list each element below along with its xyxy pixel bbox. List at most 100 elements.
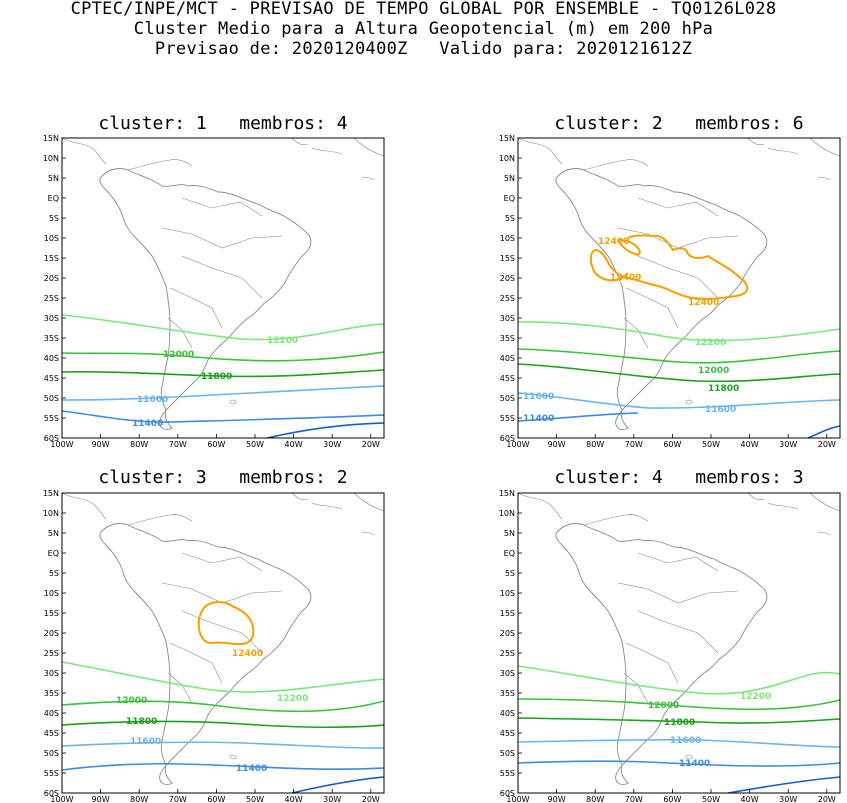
lat-label: 35S [44, 334, 59, 343]
lon-label: 20W [818, 440, 836, 449]
lat-label: 40S [44, 709, 59, 718]
lat-label: 15S [44, 609, 59, 618]
border-line [583, 514, 649, 526]
border-line [623, 317, 649, 349]
contour-label: 11600 [670, 736, 701, 746]
border-line [353, 137, 385, 157]
panel-1-title: cluster: 1 membros: 4 [98, 113, 348, 134]
lat-label: 30S [44, 669, 59, 678]
border-line [817, 531, 831, 536]
lat-label: 15N [499, 134, 515, 143]
lat-label: 5S [505, 569, 515, 578]
border-line [169, 287, 223, 329]
lon-label: 70W [169, 440, 187, 449]
lon-label: 100W [50, 440, 73, 449]
lat-label: 5S [49, 569, 59, 578]
lon-label: 20W [362, 795, 380, 803]
contour-label: 11600 [130, 737, 161, 747]
map-svg-1: 12200 12000 11800 11600 11400 15N 10N 5N EQ… [43, 134, 385, 449]
border-line [161, 227, 283, 249]
header-dates: Previsao de: 2020120400Z Valido para: 20… [154, 39, 693, 59]
contour-12200 [517, 665, 841, 695]
panel-4-title: cluster: 4 membros: 3 [554, 467, 804, 488]
contour-11800 [61, 720, 385, 728]
axes: 15N 10N 5N EQ 5S 10S 15S 20S 25S 30S 35S 40S 45S 50S 5… [43, 489, 385, 803]
coastline [99, 168, 312, 431]
lat-label: 15N [499, 489, 515, 498]
lon-label: 60W [663, 795, 681, 803]
lat-label: 5N [504, 529, 515, 538]
map-panel-1: 12200 12000 11800 11600 11400 15N 10N 5N EQ… [43, 134, 385, 449]
lat-label: 5N [48, 174, 59, 183]
lat-label: 40S [500, 709, 515, 718]
contour-12000 [517, 348, 841, 364]
lat-label: 5N [504, 174, 515, 183]
contour-label: 11400 [132, 419, 163, 429]
lon-label: 20W [362, 440, 380, 449]
lat-label: 10N [499, 154, 515, 163]
border-line [809, 137, 841, 157]
axes: 15N 10N 5N EQ 5S 10S 15S 20S 25S 30S 35S 40S 45S 50S 5… [499, 489, 841, 803]
border-line [767, 147, 799, 155]
border-line [291, 492, 309, 501]
lon-label: 90W [548, 440, 566, 449]
border-line [181, 552, 263, 572]
contour-label: 12000 [698, 366, 729, 376]
lat-label: 10N [43, 154, 59, 163]
contour-12000 [61, 351, 385, 362]
lat-label: 20S [500, 629, 515, 638]
lat-label: 15S [44, 254, 59, 263]
lon-label: 30W [323, 440, 341, 449]
border-line [61, 137, 107, 165]
contour-label: 12200 [267, 336, 298, 346]
header-title: CPTEC/INPE/MCT - PREVISAO DE TEMPO GLOBA… [70, 0, 777, 19]
border-line [353, 492, 385, 512]
lat-label: 5S [505, 214, 515, 223]
contour-11800 [61, 369, 385, 378]
lon-label: 20W [818, 795, 836, 803]
border-line [311, 147, 343, 155]
border-line [817, 176, 831, 181]
border-line [623, 672, 649, 704]
lat-label: EQ [48, 194, 59, 203]
lat-label: 35S [500, 689, 515, 698]
map-panel-2: 12400 12400 12400 12200 12000 11800 1160… [499, 134, 841, 449]
continent-outline [61, 492, 385, 786]
lon-label: 80W [130, 440, 148, 449]
contour-11400 [61, 410, 385, 423]
border-line [747, 492, 765, 501]
lon-label: 30W [779, 795, 797, 803]
lat-label: 15S [500, 254, 515, 263]
lat-label: 25S [44, 294, 59, 303]
lat-label: 45S [500, 374, 515, 383]
contour-label: 12200 [695, 338, 726, 348]
border-line [61, 492, 107, 520]
coastline [555, 523, 768, 786]
contour-label: 12200 [277, 694, 308, 704]
border-line [617, 582, 739, 604]
panel-3-title: cluster: 3 membros: 2 [98, 467, 348, 488]
contour-label: 12400 [610, 273, 641, 283]
contour-label: 12400 [232, 649, 263, 659]
contour-label: 11800 [664, 718, 695, 728]
lon-label: 50W [702, 795, 720, 803]
lon-label: 40W [285, 795, 303, 803]
plot-frame [61, 137, 385, 439]
lat-label: 40S [44, 354, 59, 363]
lat-label: 60S [500, 434, 515, 443]
lon-label: 100W [506, 795, 529, 803]
lon-label: 60W [207, 440, 225, 449]
border-line [767, 502, 799, 510]
lon-label: 40W [741, 440, 759, 449]
contour-label: 12000 [116, 696, 147, 706]
lat-label: 55S [44, 769, 59, 778]
contour-11200 [807, 425, 841, 439]
lat-label: 50S [44, 749, 59, 758]
contour-label: 11400 [679, 759, 710, 769]
contour-12000 [61, 700, 385, 713]
border-line [809, 492, 841, 512]
contour-11600 [517, 392, 841, 409]
lon-label: 30W [323, 795, 341, 803]
lon-label: 30W [779, 440, 797, 449]
contour-12400 [589, 234, 749, 300]
